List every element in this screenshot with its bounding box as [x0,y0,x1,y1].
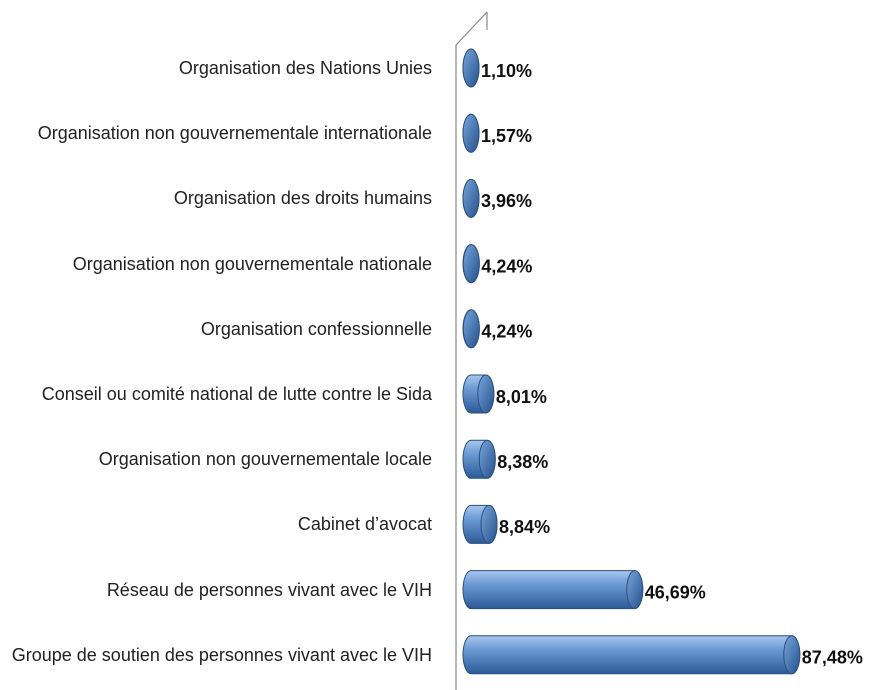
category-label-box: Organisation des Nations Unies [0,56,432,80]
category-label: Organisation non gouvernementale nationa… [72,253,432,274]
category-label-box: Organisation confessionnelle [0,317,432,341]
category-label-box: Organisation non gouvernementale nationa… [0,252,432,276]
bar-cap [480,504,498,544]
bar-cap [462,48,480,88]
value-label: 8,01% [496,387,547,407]
category-label-box: Organisation non gouvernementale interna… [0,121,432,145]
category-label-box: Organisation non gouvernementale locale [0,447,432,471]
value-label: 46,69% [645,582,706,602]
category-label-box: Groupe de soutien des personnes vivant a… [0,643,432,667]
bar [462,635,801,675]
value-label: 1,57% [481,126,532,146]
category-label: Organisation non gouvernementale locale [98,449,432,470]
category-label-box: Cabinet d’avocat [0,512,432,536]
value-label: 87,48% [802,648,863,668]
value-label: 1,10% [481,61,532,81]
category-label-box: Réseau de personnes vivant avec le VIH [0,578,432,602]
value-label: 8,84% [499,517,550,537]
category-label: Cabinet d’avocat [297,514,432,535]
category-label: Organisation des droits humains [173,188,432,209]
value-label: 8,38% [497,452,548,472]
bar-cap [626,570,644,610]
bar-cap [462,309,480,349]
category-label: Conseil ou comité national de lutte cont… [41,384,432,404]
category-label: Groupe de soutien des personnes vivant a… [11,644,432,665]
axis-wall [455,11,488,690]
category-label: Organisation non gouvernementale interna… [37,123,432,144]
bar-cap [477,374,495,414]
category-label: Organisation confessionnelle [200,318,432,339]
category-label-box: Conseil ou comité national de lutte cont… [0,382,432,406]
bar-cap [783,635,801,675]
category-label-box: Organisation des droits humains [0,186,432,210]
bar-cap [462,244,480,284]
bar-cap [462,178,480,218]
bar [462,570,644,610]
value-label: 3,96% [481,191,532,211]
value-label: 4,24% [481,256,532,276]
bar-cap [478,439,496,479]
value-label: 4,24% [481,322,532,342]
category-label: Réseau de personnes vivant avec le VIH [106,579,432,600]
category-label: Organisation des Nations Unies [178,58,432,78]
bar-cap [462,113,480,153]
